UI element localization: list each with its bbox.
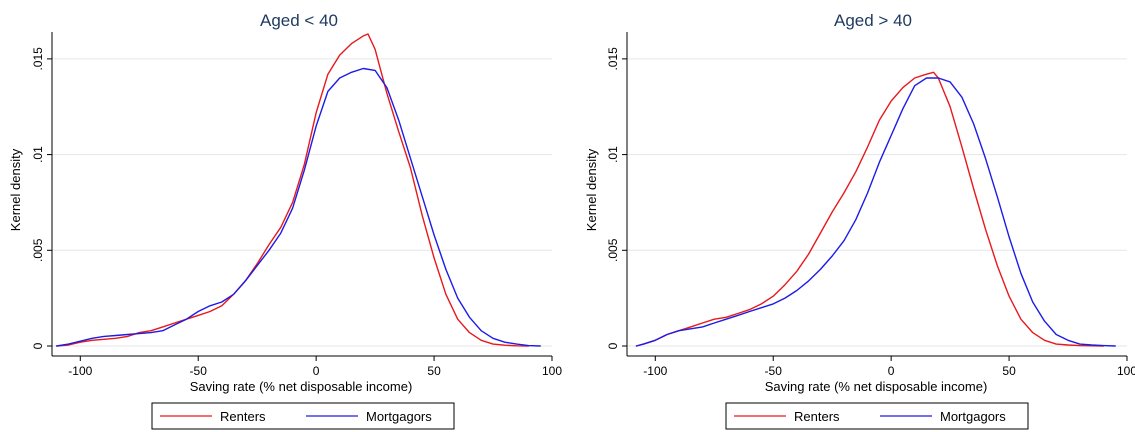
x-tick-label: -100 [68, 364, 92, 378]
x-axis-title: Saving rate (% net disposable income) [765, 379, 988, 394]
y-tick-label: 0 [31, 342, 45, 349]
legend-label-mortgagors: Mortgagors [940, 409, 1006, 424]
y-axis-title: Kernel density [8, 148, 23, 231]
x-axis-title: Saving rate (% net disposable income) [190, 379, 413, 394]
y-tick-label: .01 [606, 146, 620, 163]
panel-title: Aged < 40 [260, 11, 338, 30]
legend: Renters Mortgagors [725, 402, 1029, 430]
legend-label-renters: Renters [794, 409, 840, 424]
x-tick-label: 100 [1117, 364, 1135, 378]
x-tick-label: 0 [888, 364, 895, 378]
x-tick-label: 100 [542, 364, 562, 378]
series-line-mortgagors [56, 67, 541, 347]
x-tick-label: 50 [1002, 364, 1016, 378]
y-tick-label: .005 [31, 238, 45, 262]
y-tick-label: .005 [606, 238, 620, 262]
series-line-renters [635, 71, 1105, 347]
legend: Renters Mortgagors [151, 402, 455, 430]
y-tick-label: .015 [31, 47, 45, 71]
y-tick-label: .01 [31, 146, 45, 163]
x-tick-label: 0 [313, 364, 320, 378]
y-tick-label: 0 [606, 342, 620, 349]
plot-area: 0 .005 .01 .015 -100 -50 0 50 100 [606, 32, 1135, 378]
legend-label-mortgagors: Mortgagors [366, 409, 432, 424]
series-line-mortgagors [635, 77, 1116, 347]
panel-aged-over-40: Aged > 40 0 .005 .01 .015 -100 -50 0 50 100 Savi… [584, 11, 1135, 430]
x-tick-label: 50 [427, 364, 441, 378]
panel-title: Aged > 40 [834, 11, 912, 30]
legend-label-renters: Renters [220, 409, 266, 424]
x-tick-label: -100 [643, 364, 667, 378]
x-tick-label: -50 [190, 364, 208, 378]
x-tick-label: -50 [765, 364, 783, 378]
y-axis-title: Kernel density [584, 148, 599, 231]
plot-area: 0 .005 .01 .015 -100 -50 0 50 100 [31, 32, 562, 378]
panel-aged-under-40: Aged < 40 0 .005 .01 .015 -100 -50 0 50 100 Savi… [8, 11, 562, 430]
y-tick-label: .015 [606, 47, 620, 71]
